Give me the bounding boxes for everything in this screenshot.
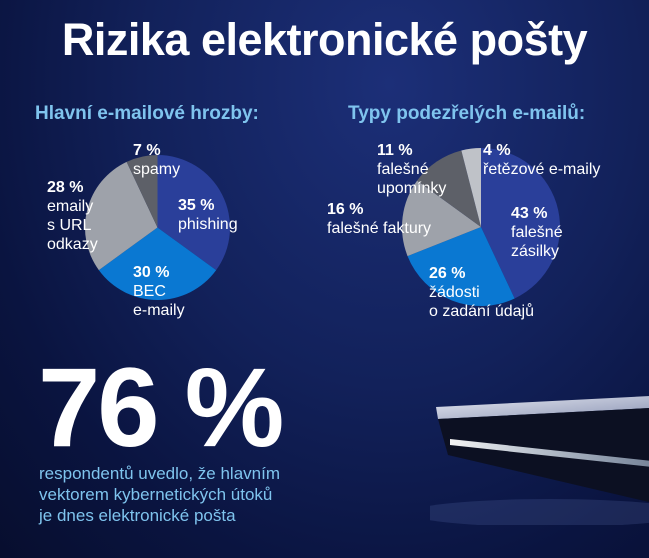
chart1-text-bec-2: e-maily (133, 302, 185, 319)
chart2-slice-1 (407, 227, 515, 306)
pie-chart-suspicious-email-types (402, 148, 560, 306)
chart1-text-bec-1: BEC (133, 283, 166, 300)
pie-chart-email-threats (85, 155, 230, 300)
chart2-slice-2 (402, 180, 481, 257)
chart2-slice-4 (461, 148, 481, 227)
chart2-pct-upominky: 11 % (377, 142, 413, 159)
chart1-pct-phishing: 35 % (178, 197, 215, 214)
chart2-pct-zasilky: 43 % (511, 205, 548, 222)
chart2-label-faktury: 16 % falešné faktury (327, 200, 431, 238)
chart2-text-zadosti-2: o zadání údajů (429, 303, 534, 320)
chart1-pct-spamy: 7 % (133, 142, 161, 159)
chart2-slice-3 (417, 150, 481, 227)
chart1-title: Hlavní e-mailové hrozby: (35, 103, 259, 124)
chart1-text-url-1: emaily (47, 198, 94, 215)
highlight-caption: respondentů uvedlo, že hlavním vektorem … (39, 463, 379, 526)
chart2-text-zadosti-1: žádosti (429, 284, 480, 301)
chart1-label-spamy: 7 % spamy (133, 141, 180, 179)
chart2-title: Typy podezřelých e-mailů: (348, 103, 586, 124)
page-title: Rizika elektronické pošty (61, 14, 588, 65)
chart2-text-zasilky-2: zásilky (511, 243, 560, 260)
chart2-pct-faktury: 16 % (327, 201, 364, 218)
chart1-text-url-3: odkazy (47, 236, 98, 253)
chart2-label-zadosti: 26 % žádosti o zadání údajů (429, 264, 534, 321)
caption-line-1: respondentů uvedlo, že hlavním (39, 464, 280, 483)
chart2-text-retezove: řetězové e-maily (483, 161, 601, 178)
chart1-label-url: 28 % emaily s URL odkazy (47, 178, 98, 254)
chart2-label-upominky: 11 % falešné upomínky (377, 141, 446, 198)
chart2-text-upominky-2: upomínky (377, 180, 447, 197)
chart1-label-bec: 30 % BEC e-maily (133, 263, 185, 320)
chart1-slice-2 (85, 161, 158, 271)
highlight-stat: 76 % (38, 345, 284, 470)
chart1-pct-bec: 30 % (133, 264, 170, 281)
chart2-label-zasilky: 43 % falešné zásilky (511, 204, 563, 261)
caption-line-3: je dnes elektronické pošta (39, 506, 236, 525)
chart1-text-url-2: s URL (47, 217, 92, 234)
caption-line-2: vektorem kybernetických útoků (39, 485, 273, 504)
chart1-label-phishing: 35 % phishing (178, 196, 238, 234)
chart1-text-spamy: spamy (133, 161, 181, 178)
chart1-pct-url: 28 % (47, 179, 84, 196)
chart2-pct-zadosti: 26 % (429, 265, 466, 282)
chart1-slice-0 (157, 155, 230, 271)
chart2-text-faktury: falešné faktury (327, 220, 432, 237)
chart2-label-retezove: 4 % řetězové e-maily (483, 141, 600, 179)
chart2-slice-0 (481, 148, 560, 299)
chart2-text-zasilky-1: falešné (511, 224, 563, 241)
laptop-illustration (430, 396, 649, 525)
chart1-slice-1 (98, 227, 217, 300)
chart1-slice-3 (126, 155, 158, 228)
chart2-pct-retezove: 4 % (483, 142, 511, 159)
chart1-text-phishing: phishing (178, 216, 238, 233)
chart2-text-upominky-1: falešné (377, 161, 429, 178)
